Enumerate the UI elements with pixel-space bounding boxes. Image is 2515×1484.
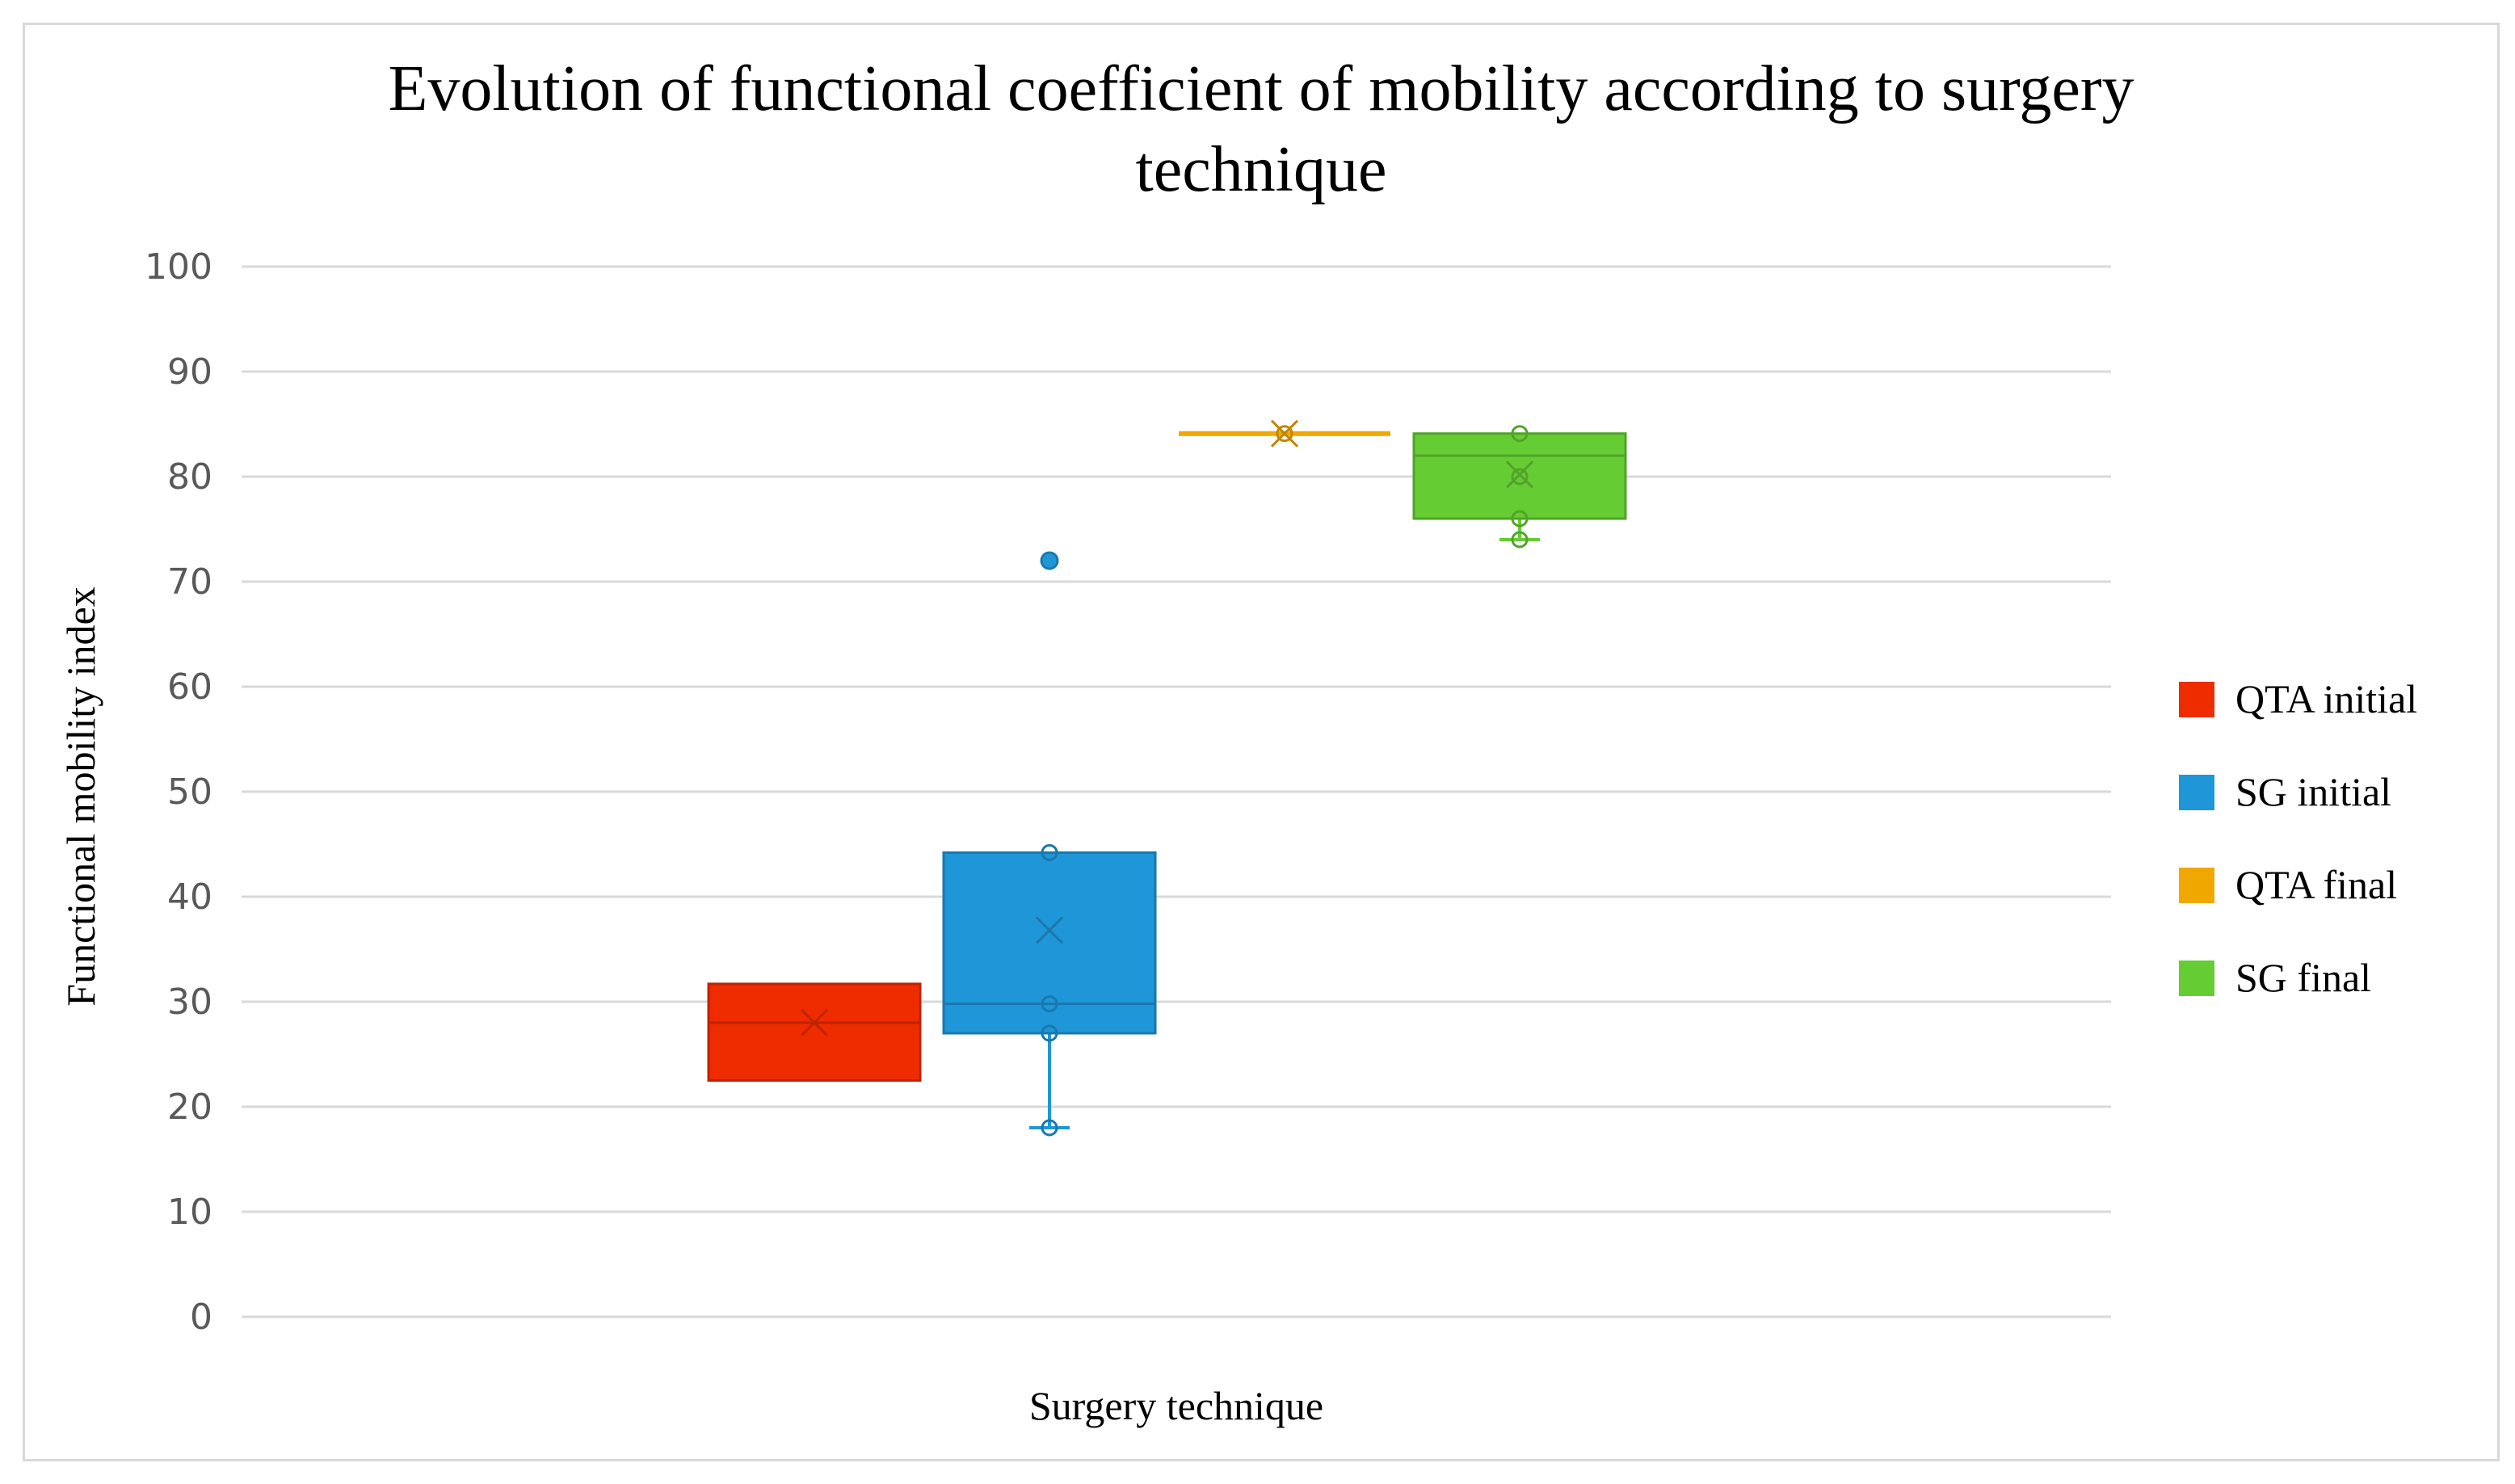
box-point: [1511, 425, 1529, 443]
y-tick-label: 80: [167, 456, 212, 498]
legend-swatch: [2179, 961, 2214, 996]
y-axis-title: Functional mobility index: [58, 586, 103, 1006]
y-tick-label: 20: [167, 1087, 212, 1128]
y-tick-label: 50: [167, 771, 212, 813]
legend: QTA initial SG initial QTA final SG final: [2179, 676, 2417, 1000]
box-point: [1041, 843, 1058, 861]
box-point: [1276, 425, 1293, 443]
legend-item: QTA final: [2179, 862, 2397, 907]
box-point: [1041, 1119, 1058, 1137]
box-plots: [707, 419, 1627, 1137]
box-body: [942, 851, 1157, 1035]
legend-item: SG initial: [2179, 769, 2391, 814]
chart-title-line: Evolution of functional coefficient of m…: [389, 53, 2134, 124]
y-tick-label: 90: [167, 351, 212, 393]
y-axis-ticks: 0 10 20 30 40 50 60 70 80 90 100: [145, 246, 212, 1338]
legend-swatch: [2179, 775, 2214, 810]
box-point: [1511, 468, 1529, 486]
y-tick-label: 70: [167, 561, 212, 603]
chart-svg: Evolution of functional coefficient of m…: [58, 53, 2417, 1428]
y-tick-label: 60: [167, 666, 212, 708]
box-point: [1511, 510, 1529, 528]
box-mean-marker: [1035, 916, 1064, 944]
legend-swatch: [2179, 868, 2214, 903]
legend-label: QTA initial: [2235, 676, 2417, 721]
legend-item: SG final: [2179, 955, 2371, 1000]
box-point: [1041, 995, 1058, 1013]
box-sg-initial: [942, 551, 1157, 1137]
legend-label: SG initial: [2235, 769, 2391, 814]
box-point: [1041, 1024, 1058, 1042]
y-tick-label: 100: [145, 246, 212, 288]
box-point: [1511, 531, 1529, 549]
chart-area: Evolution of functional coefficient of m…: [23, 23, 2500, 1461]
box-qta-final: [1179, 419, 1390, 448]
legend-label: QTA final: [2235, 862, 2397, 907]
chart-title-line: technique: [1136, 134, 1387, 205]
y-tick-label: 10: [167, 1192, 212, 1233]
legend-label: SG final: [2235, 955, 2371, 1000]
y-tick-label: 40: [167, 877, 212, 918]
gridlines: [242, 265, 2111, 1318]
box-mean-marker: [1505, 460, 1534, 489]
chart-title: Evolution of functional coefficient of m…: [389, 53, 2134, 205]
box-body: [707, 982, 922, 1083]
box-outlier: [1040, 551, 1059, 570]
legend-swatch: [2179, 682, 2214, 717]
y-tick-label: 30: [167, 982, 212, 1023]
box-qta-initial: [707, 982, 922, 1083]
box-mean-marker: [1270, 419, 1299, 448]
legend-item: QTA initial: [2179, 676, 2417, 721]
box-mean-marker: [800, 1008, 829, 1037]
box-sg-final: [1412, 425, 1627, 549]
y-tick-label: 0: [190, 1297, 212, 1338]
x-axis-title: Surgery technique: [1029, 1383, 1323, 1428]
